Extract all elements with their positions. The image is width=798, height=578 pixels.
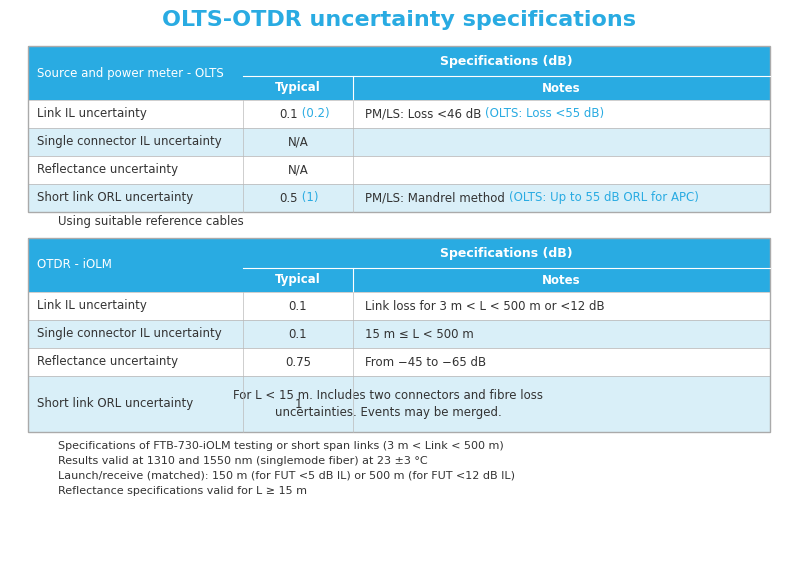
Text: 0.1: 0.1	[279, 108, 298, 120]
Text: Specifications (dB): Specifications (dB)	[440, 246, 573, 260]
Text: Short link ORL uncertainty: Short link ORL uncertainty	[37, 191, 193, 205]
Bar	[28, 376, 770, 432]
Bar	[28, 320, 770, 348]
Bar	[28, 292, 770, 320]
Bar	[28, 156, 770, 184]
Text: 15 m ≤ L < 500 m: 15 m ≤ L < 500 m	[365, 328, 474, 340]
Bar	[243, 268, 353, 292]
Text: From −45 to −65 dB: From −45 to −65 dB	[365, 355, 486, 369]
Bar	[353, 268, 770, 292]
Text: Reflectance specifications valid for L ≥ 15 m: Reflectance specifications valid for L ≥…	[58, 486, 307, 496]
Bar	[28, 128, 770, 156]
Text: PM/LS: Loss <46 dB: PM/LS: Loss <46 dB	[365, 108, 485, 120]
Text: Reflectance uncertainty: Reflectance uncertainty	[37, 355, 178, 369]
Text: (1): (1)	[298, 191, 318, 205]
Text: N/A: N/A	[287, 164, 308, 176]
Text: Typical: Typical	[275, 81, 321, 94]
Text: PM/LS: Mandrel method: PM/LS: Mandrel method	[365, 191, 508, 205]
Text: OLTS-OTDR uncertainty specifications: OLTS-OTDR uncertainty specifications	[162, 10, 636, 30]
Text: Results valid at 1310 and 1550 nm (singlemode fiber) at 23 ±3 °C: Results valid at 1310 and 1550 nm (singl…	[58, 456, 428, 466]
Text: Using suitable reference cables: Using suitable reference cables	[58, 216, 243, 228]
Bar	[28, 348, 770, 376]
Text: Typical: Typical	[275, 273, 321, 287]
Text: 0.75: 0.75	[285, 355, 311, 369]
Text: For L < 15 m. Includes two connectors and fibre loss: For L < 15 m. Includes two connectors an…	[233, 389, 543, 402]
Text: Source and power meter - OLTS: Source and power meter - OLTS	[37, 66, 223, 80]
Bar	[243, 46, 770, 76]
Bar	[28, 238, 770, 432]
Text: Link IL uncertainty: Link IL uncertainty	[37, 108, 147, 120]
Bar	[28, 46, 770, 212]
Bar	[28, 46, 243, 100]
Text: 0.1: 0.1	[289, 328, 307, 340]
Text: Single connector IL uncertainty: Single connector IL uncertainty	[37, 328, 222, 340]
Text: (0.2): (0.2)	[298, 108, 330, 120]
Bar	[28, 100, 770, 128]
Bar	[28, 184, 770, 212]
Text: OTDR - iOLM: OTDR - iOLM	[37, 258, 112, 272]
Text: Short link ORL uncertainty: Short link ORL uncertainty	[37, 398, 193, 410]
Bar	[28, 238, 243, 292]
Bar	[243, 76, 353, 100]
Text: Link loss for 3 m < L < 500 m or <12 dB: Link loss for 3 m < L < 500 m or <12 dB	[365, 299, 605, 313]
Text: Launch/receive (matched): 150 m (for FUT <5 dB IL) or 500 m (for FUT <12 dB IL): Launch/receive (matched): 150 m (for FUT…	[58, 471, 515, 481]
Text: Single connector IL uncertainty: Single connector IL uncertainty	[37, 135, 222, 149]
Text: Reflectance uncertainty: Reflectance uncertainty	[37, 164, 178, 176]
Text: (OLTS: Loss <55 dB): (OLTS: Loss <55 dB)	[485, 108, 604, 120]
Text: 0.1: 0.1	[289, 299, 307, 313]
Text: (OLTS: Up to 55 dB ORL for APC): (OLTS: Up to 55 dB ORL for APC)	[508, 191, 698, 205]
Bar	[243, 238, 770, 268]
Text: Notes: Notes	[542, 273, 581, 287]
Text: 0.5: 0.5	[279, 191, 298, 205]
Bar	[353, 76, 770, 100]
Text: Specifications (dB): Specifications (dB)	[440, 54, 573, 68]
Text: N/A: N/A	[287, 135, 308, 149]
Text: Notes: Notes	[542, 81, 581, 94]
Text: 1: 1	[294, 398, 302, 410]
Text: uncertainties. Events may be merged.: uncertainties. Events may be merged.	[275, 406, 501, 419]
Text: Link IL uncertainty: Link IL uncertainty	[37, 299, 147, 313]
Text: Specifications of FTB-730-iOLM testing or short span links (3 m < Link < 500 m): Specifications of FTB-730-iOLM testing o…	[58, 441, 504, 451]
